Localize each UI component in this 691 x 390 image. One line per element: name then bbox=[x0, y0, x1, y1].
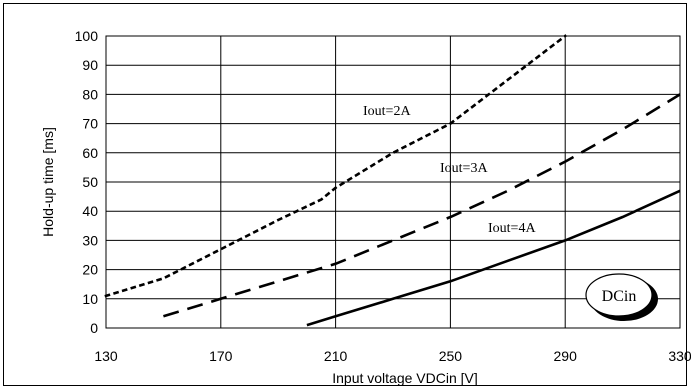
x-tick-label: 290 bbox=[554, 348, 578, 364]
x-tick-label: 130 bbox=[94, 348, 118, 364]
series-label-iout-2a: Iout=2A bbox=[363, 104, 411, 119]
y-tick-label: 50 bbox=[82, 174, 98, 190]
x-tick-label: 170 bbox=[209, 348, 233, 364]
y-tick-label: 0 bbox=[90, 320, 98, 336]
y-tick-label: 30 bbox=[82, 232, 98, 248]
x-tick-label: 210 bbox=[324, 348, 348, 364]
chart-frame bbox=[3, 3, 687, 386]
series-line-iout-3a bbox=[163, 93, 681, 318]
y-tick-label: 10 bbox=[82, 291, 98, 307]
series-label-iout-3a: Iout=3A bbox=[440, 161, 488, 176]
y-tick-label: 90 bbox=[82, 57, 98, 73]
y-tick-label: 70 bbox=[82, 116, 98, 132]
series-label-iout-4a: Iout=4A bbox=[488, 221, 536, 236]
x-axis-label: Input voltage VDCin [V] bbox=[332, 370, 478, 386]
y-axis-label: Hold-up time [ms] bbox=[40, 127, 56, 237]
series-line-iout-4a bbox=[306, 189, 681, 327]
y-tick-label: 100 bbox=[75, 28, 99, 44]
y-tick-label: 40 bbox=[82, 203, 98, 219]
plot-border bbox=[105, 35, 681, 329]
tick-labels: 0 10 20 30 40 50 60 70 80 90 100 130 170 210 250 290 330 bbox=[75, 28, 691, 364]
y-tick-label: 20 bbox=[82, 262, 98, 278]
dcin-badge: DCin bbox=[585, 273, 658, 321]
series-line-iout-2a bbox=[104, 34, 568, 298]
dcin-badge-text: DCin bbox=[602, 288, 637, 305]
y-tick-label: 60 bbox=[82, 145, 98, 161]
y-tick-label: 80 bbox=[82, 86, 98, 102]
x-tick-label: 330 bbox=[668, 348, 691, 364]
x-tick-label: 250 bbox=[439, 348, 463, 364]
series-layer bbox=[104, 34, 681, 327]
